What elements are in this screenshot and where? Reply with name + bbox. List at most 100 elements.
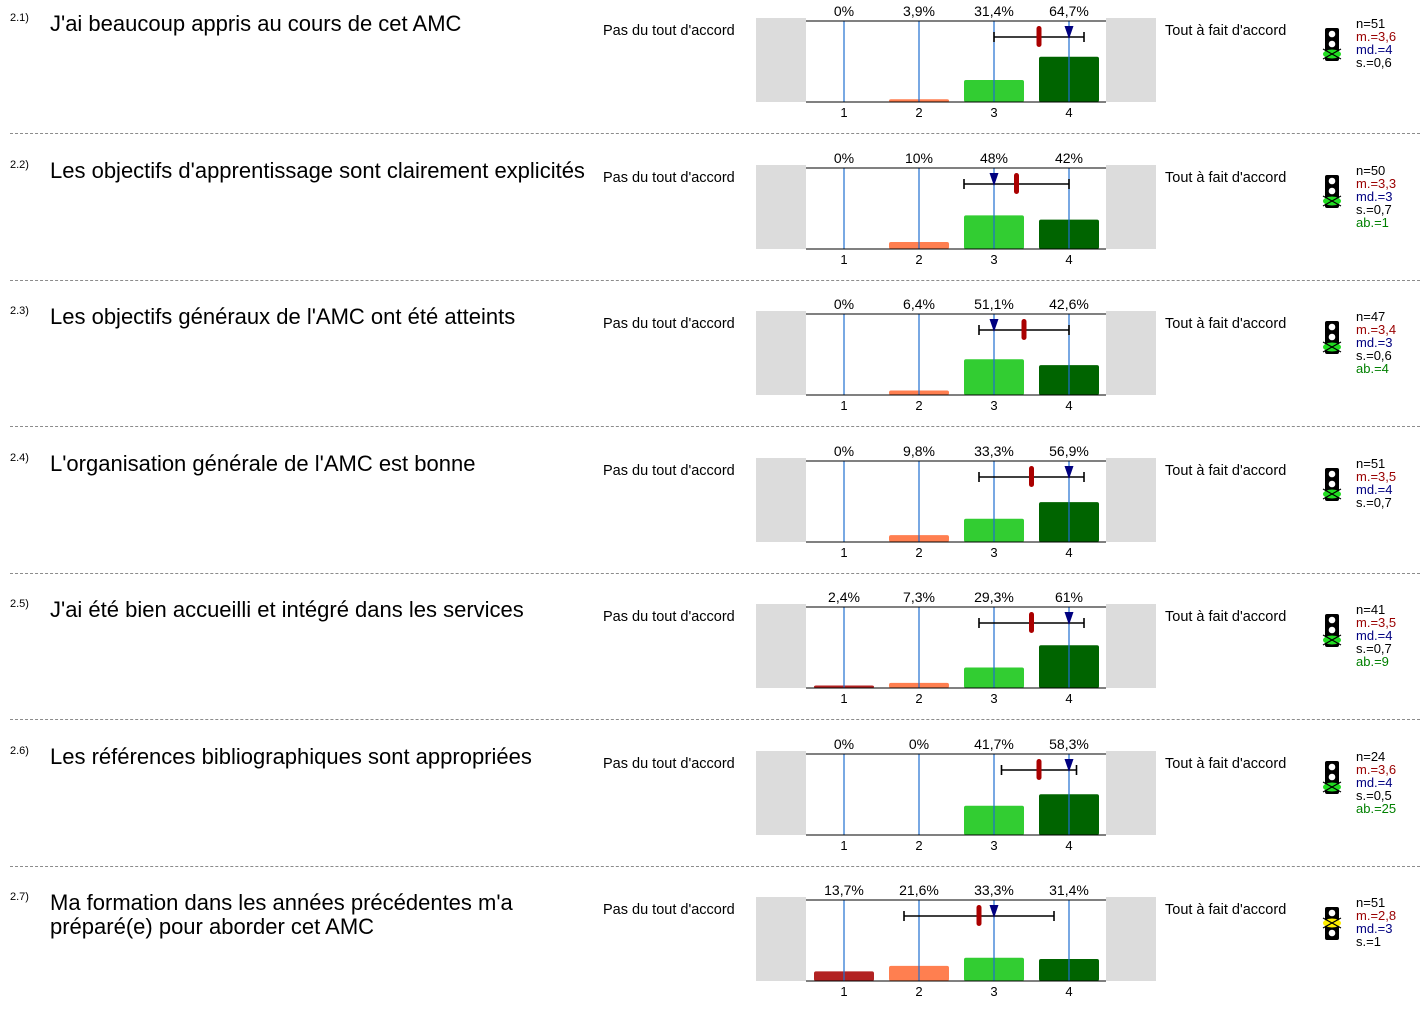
tick-label: 3: [990, 398, 997, 413]
tick-label: 4: [1065, 691, 1072, 706]
side-panel-right: [1106, 164, 1156, 249]
stat-n: n=50: [1356, 162, 1386, 178]
side-panel-left: [756, 604, 806, 688]
tick-label: 3: [990, 252, 997, 267]
percent-label: 10%: [905, 150, 933, 166]
question-number: 2.2): [10, 158, 29, 171]
side-panel-left: [756, 311, 806, 395]
percent-label: 6,4%: [903, 296, 935, 312]
stat-m: m.=3,3: [1356, 175, 1397, 191]
stat-md: md.=3: [1356, 335, 1393, 350]
stat-md: md.=4: [1356, 774, 1393, 790]
median-marker: [989, 905, 999, 918]
stat-s: s.=0,7: [1356, 494, 1392, 510]
percent-label: 58,3%: [1049, 736, 1089, 752]
evaluation-item: 2.3) Les objectifs généraux de l'AMC ont …: [0, 293, 1422, 439]
median-marker: [989, 172, 999, 186]
tick-label: 4: [1065, 252, 1072, 267]
stat-s: s.=0,7: [1356, 641, 1392, 656]
scale-right-label: Tout à fait d'accord: [1165, 755, 1287, 772]
side-panel-left: [756, 18, 806, 102]
mean-marker: [976, 905, 982, 926]
percent-label: 7,3%: [903, 589, 935, 605]
stat-m: m.=2,8: [1356, 908, 1397, 923]
evaluation-item: 2.4) L'organisation générale de l'AMC est…: [0, 440, 1422, 586]
tick-label: 4: [1065, 398, 1072, 413]
percent-label: 61%: [1055, 589, 1083, 605]
percent-label: 0%: [834, 296, 854, 312]
evaluation-item: 2.1) J'ai beaucoup appris au cours de cet…: [0, 0, 1422, 146]
question-text: J'ai été bien accueilli et intégré dans …: [50, 597, 524, 622]
scale-right-label: Tout à fait d'accord: [1165, 23, 1287, 39]
mean-marker: [1021, 319, 1027, 340]
side-panel-left: [756, 750, 806, 835]
stat-s: s.=0,6: [1356, 55, 1392, 70]
tick-label: 3: [990, 545, 997, 560]
percent-label: 0%: [834, 443, 854, 459]
item-separator: [10, 426, 1420, 427]
item-separator: [10, 133, 1420, 134]
traffic-light-icon: [1322, 467, 1342, 501]
question-number: 2.4): [10, 451, 29, 464]
side-panel-right: [1106, 311, 1156, 395]
stats-block: n=51 m.=3,5 md.=4 s.=0,7: [1356, 457, 1396, 509]
item-separator: [10, 719, 1420, 720]
percent-label: 48%: [980, 150, 1008, 166]
stats-block: n=41 m.=3,5 md.=4 s.=0,7 ab.=9: [1356, 603, 1396, 668]
rating-chart: 13,7% 21,6% 33,3% 31,4% 1 2 3 4: [756, 882, 1156, 999]
stats-block: n=50 m.=3,3 md.=3 s.=0,7 ab.=1: [1356, 164, 1396, 229]
tick-label: 2: [915, 398, 922, 413]
tick-label: 2: [915, 252, 922, 267]
side-panel-right: [1106, 750, 1156, 835]
scale-left-label: Pas du tout d'accord: [603, 609, 735, 625]
percent-label: 31,4%: [1049, 882, 1089, 898]
scale-right-label: Tout à fait d'accord: [1165, 169, 1287, 186]
median-marker: [1064, 612, 1074, 625]
question-text: J'ai beaucoup appris au cours de cet AMC: [50, 11, 462, 36]
stat-n: n=51: [1356, 455, 1386, 471]
percent-label: 0%: [834, 3, 854, 19]
percent-label: 9,8%: [903, 443, 935, 459]
tick-label: 1: [840, 984, 847, 999]
rating-chart: 0% 9,8% 33,3% 56,9% 1 2 3 4: [756, 443, 1156, 560]
stat-m: m.=3,6: [1356, 29, 1397, 44]
stat-n: n=41: [1356, 602, 1386, 617]
percent-label: 13,7%: [824, 882, 864, 898]
side-panel-right: [1106, 604, 1156, 688]
question-text: Ma formation dans les années précédentes…: [50, 890, 513, 939]
question-text: Les objectifs d'apprentissage sont clair…: [50, 157, 585, 183]
percent-label: 64,7%: [1049, 3, 1089, 19]
question-text: L'organisation générale de l'AMC est bon…: [50, 450, 476, 476]
stat-n: n=51: [1356, 16, 1386, 31]
percent-label: 3,9%: [903, 3, 935, 19]
tick-label: 1: [840, 545, 847, 560]
stat-s: s.=1: [1356, 934, 1381, 949]
scale-left-label: Pas du tout d'accord: [603, 462, 735, 479]
scale-right-label: Tout à fait d'accord: [1165, 609, 1287, 625]
stat-m: m.=3,4: [1356, 322, 1397, 337]
side-panel-right: [1106, 457, 1156, 542]
tick-label: 1: [840, 105, 847, 120]
percent-label: 41,7%: [974, 736, 1014, 752]
scale-right-label: Tout à fait d'accord: [1165, 902, 1287, 918]
percent-label: 51,1%: [974, 296, 1014, 312]
tick-label: 1: [840, 252, 847, 267]
tick-label: 2: [915, 105, 922, 120]
tick-label: 2: [915, 691, 922, 706]
evaluation-item: 2.7) Ma formation dans les années précéde…: [0, 879, 1422, 1025]
percent-label: 0%: [909, 736, 929, 752]
percent-label: 2,4%: [828, 589, 860, 605]
stats-block: n=51 m.=3,6 md.=4 s.=0,6: [1356, 17, 1396, 69]
rating-chart: 0% 0% 41,7% 58,3% 1 2 3 4: [756, 736, 1156, 853]
stat-m: m.=3,5: [1356, 615, 1397, 630]
side-panel-left: [756, 164, 806, 249]
percent-label: 0%: [834, 736, 854, 752]
stat-s: s.=0,6: [1356, 348, 1392, 363]
tick-label: 4: [1065, 545, 1072, 560]
median-marker: [989, 319, 999, 332]
tick-label: 4: [1065, 984, 1072, 999]
percent-label: 21,6%: [899, 882, 939, 898]
percent-label: 0%: [834, 150, 854, 166]
side-panel-right: [1106, 18, 1156, 102]
stat-ab: ab.=25: [1356, 800, 1397, 816]
